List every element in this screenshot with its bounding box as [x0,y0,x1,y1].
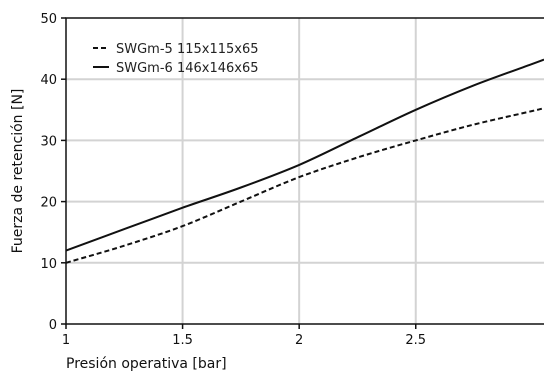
plot-frame [65,17,544,325]
y-tick-label: 30 [40,134,57,149]
x-tick-label: 2.5 [405,333,426,348]
y-tick-label: 0 [49,318,57,333]
series-layer [65,58,544,264]
x-tick-label: 1.5 [172,333,193,348]
legend: SWGm-5 115x115x65 SWGm-6 146x146x65 [93,42,259,76]
y-tick-label: 20 [40,196,57,211]
y-tick-label: 10 [40,257,57,272]
x-tick-label: 1 [62,333,70,348]
legend-label-1: SWGm-5 115x115x65 [116,42,259,57]
x-axis: 1 1.5 2 2.5 [62,324,426,348]
y-axis-title: Fuerza de retención [N] [10,89,26,254]
x-tick-label: 2 [295,333,303,348]
y-tick-label: 40 [40,73,57,88]
grid-lines [66,18,544,324]
x-axis-title: Presión operativa [bar] [66,356,227,372]
legend-label-2: SWGm-6 146x146x65 [116,61,259,76]
series-line-1 [65,107,544,264]
series-line-2 [65,58,544,252]
y-tick-label: 50 [40,12,57,27]
y-axis: 0 10 20 30 40 50 [40,12,66,333]
